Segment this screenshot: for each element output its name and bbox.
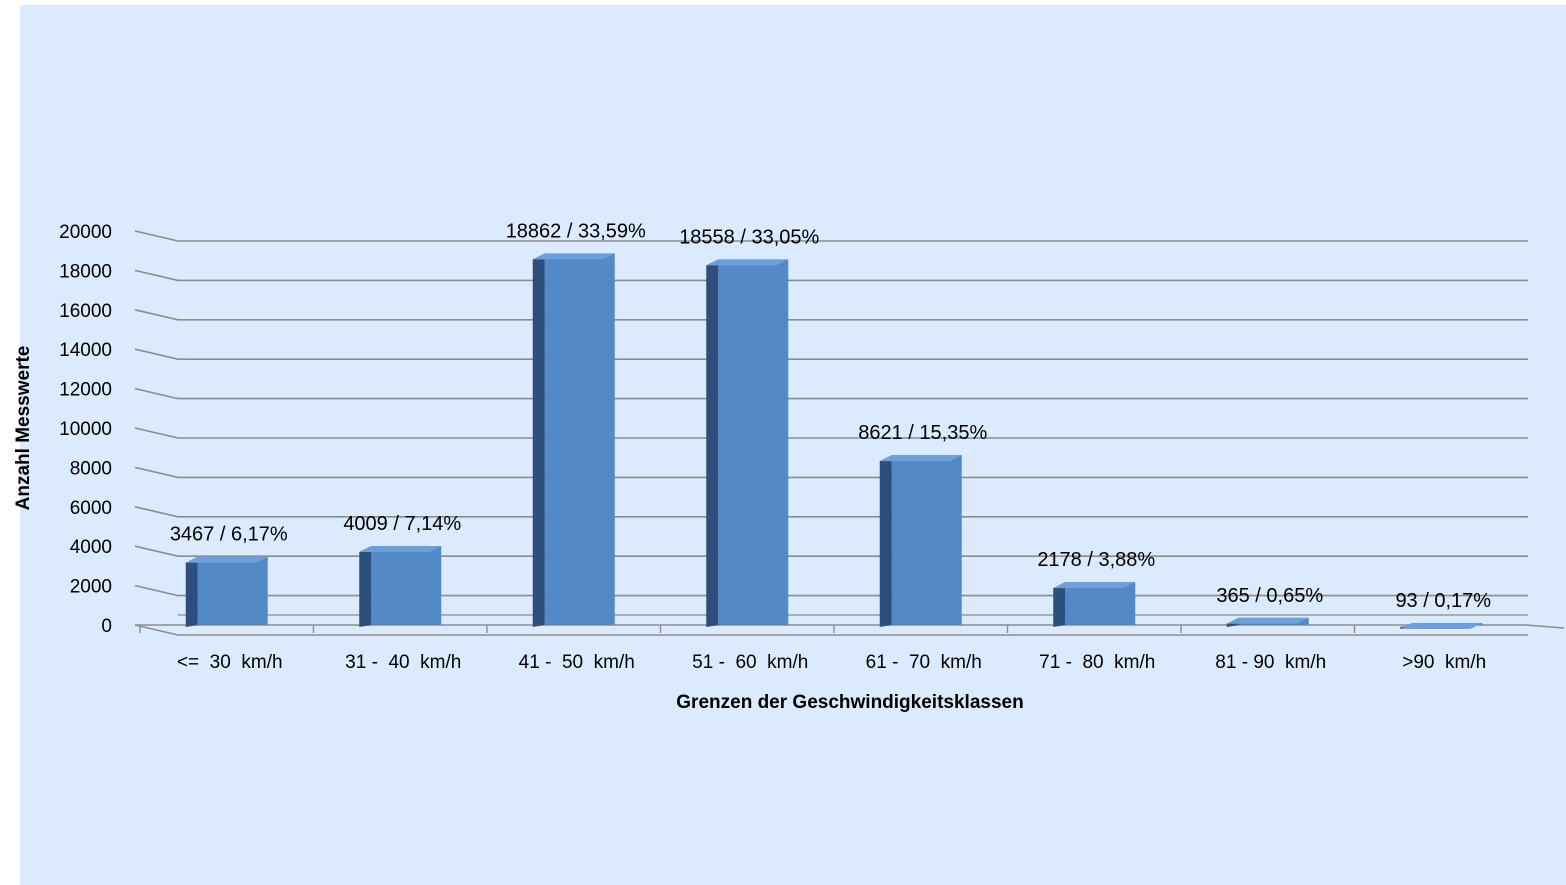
x-tick-label: <= 30 km/h bbox=[177, 652, 283, 673]
data-label: 3467 / 6,17% bbox=[170, 524, 288, 546]
bar-side bbox=[359, 546, 372, 627]
bar-front bbox=[1065, 582, 1136, 625]
bar-top bbox=[1226, 617, 1309, 624]
data-label: 2178 / 3,88% bbox=[1037, 549, 1155, 571]
bar bbox=[706, 259, 789, 627]
bar-side bbox=[879, 455, 892, 627]
bar bbox=[359, 546, 442, 627]
bar-front bbox=[718, 259, 789, 625]
bar-front bbox=[891, 455, 962, 625]
gridline bbox=[134, 466, 1528, 479]
gridline bbox=[134, 624, 1528, 636]
gridline bbox=[134, 230, 1528, 242]
gridline bbox=[134, 545, 1528, 558]
bar-top bbox=[1400, 623, 1483, 629]
gridline bbox=[134, 506, 1528, 518]
bar bbox=[879, 455, 962, 627]
gridline bbox=[134, 427, 1528, 439]
y-tick-label: 4000 bbox=[70, 537, 112, 558]
bar bbox=[1400, 623, 1483, 629]
y-tick-label: 12000 bbox=[59, 380, 112, 401]
y-tick-label: 6000 bbox=[70, 498, 112, 519]
y-tick-label: 16000 bbox=[59, 301, 112, 322]
bar-side bbox=[706, 259, 719, 627]
x-tick-label: 81 - 90 km/h bbox=[1215, 652, 1326, 673]
bars bbox=[185, 253, 1483, 629]
chart-background bbox=[20, 5, 1566, 885]
bar bbox=[532, 253, 615, 628]
data-label: 18558 / 33,05% bbox=[679, 226, 819, 248]
bar bbox=[1053, 582, 1136, 627]
x-tick-label: 31 - 40 km/h bbox=[345, 652, 461, 673]
x-tick-label: 51 - 60 km/h bbox=[692, 652, 808, 673]
bar-side bbox=[532, 253, 545, 628]
gridline bbox=[134, 309, 1528, 321]
y-tick-label: 20000 bbox=[59, 222, 112, 243]
data-label: 18862 / 33,59% bbox=[506, 220, 646, 242]
bar-top bbox=[879, 455, 962, 462]
data-labels: 3467 / 6,17% 4009 / 7,14% 18862 / 33,59% 18… bbox=[170, 220, 1491, 612]
gridline bbox=[134, 387, 1528, 400]
bar-side bbox=[185, 556, 198, 627]
x-tick-label: 41 - 50 km/h bbox=[519, 652, 635, 673]
y-tick-label: 2000 bbox=[70, 577, 112, 598]
gridline bbox=[134, 269, 1528, 282]
bar-front bbox=[371, 546, 442, 625]
bar-front bbox=[544, 253, 615, 626]
bar-top bbox=[185, 556, 268, 563]
bar-top bbox=[532, 253, 615, 260]
y-tick-label: 0 bbox=[101, 616, 112, 637]
y-tick-label: 18000 bbox=[59, 261, 112, 282]
x-tick-label: >90 km/h bbox=[1402, 652, 1486, 673]
bar bbox=[185, 556, 268, 627]
y-tick-label: 10000 bbox=[59, 419, 112, 440]
bar-top bbox=[706, 259, 789, 266]
bar-top bbox=[359, 546, 442, 553]
x-axis-title: Grenzen der Geschwindigkeitsklassen bbox=[676, 692, 1023, 713]
bar-top bbox=[1053, 582, 1136, 589]
data-label: 93 / 0,17% bbox=[1395, 590, 1491, 612]
axis-ticks: 0 2000 4000 6000 8000 10000 12000 14000 16000 180… bbox=[59, 222, 1486, 673]
x-tick-label: 71 - 80 km/h bbox=[1039, 652, 1155, 673]
gridline bbox=[134, 348, 1528, 361]
bar-front bbox=[197, 556, 268, 625]
y-tick-label: 14000 bbox=[59, 340, 112, 361]
y-tick-label: 8000 bbox=[70, 458, 112, 479]
bar-side bbox=[1053, 582, 1066, 627]
data-label: 4009 / 7,14% bbox=[343, 513, 461, 535]
x-tick-label: 61 - 70 km/h bbox=[866, 652, 982, 673]
y-axis-title: Anzahl Messwerte bbox=[13, 346, 34, 511]
data-label: 365 / 0,65% bbox=[1216, 585, 1323, 607]
data-label: 8621 / 15,35% bbox=[858, 422, 987, 444]
bar bbox=[1226, 617, 1309, 627]
